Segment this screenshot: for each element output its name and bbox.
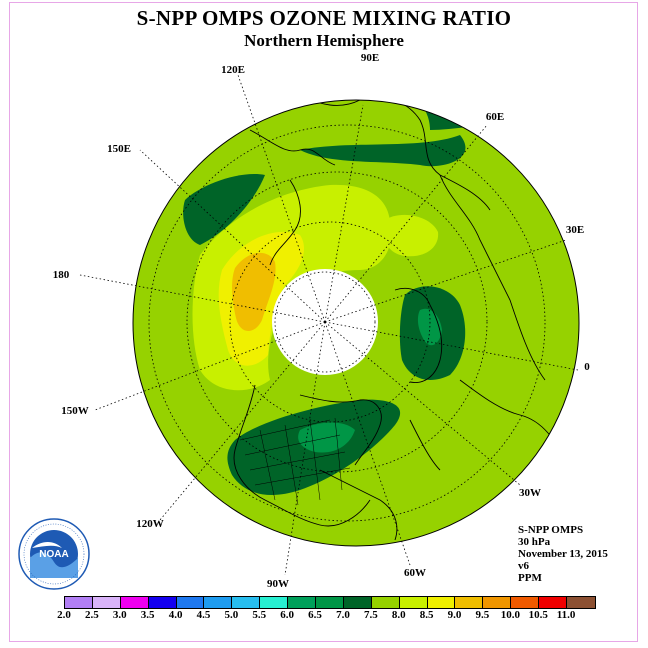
meridian-180: [79, 274, 326, 323]
logo-wave: [30, 552, 78, 578]
lon-label-90w: 90W: [267, 578, 289, 590]
lon-label-60e: 60E: [486, 111, 504, 123]
colorbar-swatch: [232, 597, 261, 608]
latitude-circle-60: [186, 171, 488, 473]
coast-namerica-west: [233, 384, 371, 527]
info-units: PPM: [518, 572, 542, 584]
lon-label-150e: 150E: [107, 143, 131, 155]
colorbar: [64, 596, 596, 609]
colorbar-label: 7.5: [363, 609, 378, 621]
figure-frame: [9, 2, 638, 642]
colorbar-swatch: [65, 597, 93, 608]
colorbar-label: 4.5: [196, 609, 211, 621]
colorbar-swatch: [92, 597, 121, 608]
colorbar-label: 6.0: [280, 609, 295, 621]
coast-asia-west: [439, 174, 546, 381]
meridian-0: [324, 321, 579, 371]
info-level: 30 hPa: [518, 536, 551, 548]
map-boundary: [132, 99, 580, 547]
border-lines-us-ns: [259, 417, 343, 506]
meridian-30e: [324, 239, 567, 323]
colorbar-label: 4.0: [168, 609, 183, 621]
noaa-logo: NOAA: [18, 518, 90, 590]
colorbar-swatch: [567, 597, 595, 608]
lon-label-0: 0: [584, 361, 590, 373]
ozone-field: [133, 100, 579, 546]
lon-label-30w: 30W: [519, 487, 541, 499]
colorbar-swatch: [204, 597, 233, 608]
latitude-circle-50: [148, 124, 546, 522]
colorbar-label: 9.0: [447, 609, 462, 621]
colorbar-label: 5.5: [252, 609, 267, 621]
colorbar-label: 7.0: [336, 609, 350, 621]
meridian-150w: [94, 321, 326, 411]
meridian-120w: [159, 321, 326, 521]
colorbar-swatch: [539, 597, 568, 608]
colorbar-swatch: [455, 597, 484, 608]
ozone-blob-7.0-pacific: [183, 174, 265, 245]
colorbar-label: 10.0: [500, 609, 520, 621]
colorbar-label: 3.5: [140, 609, 155, 621]
border-lines-us: [239, 419, 351, 486]
colorbar-label: 3.0: [112, 609, 127, 621]
ozone-blob-6.5-namerica: [298, 422, 355, 453]
meridian-90w: [284, 321, 326, 576]
colorbar-swatch: [120, 597, 149, 608]
coast-hudson: [299, 394, 382, 466]
political-borders: [239, 417, 351, 506]
ozone-region-8.0-arctic: [383, 214, 439, 257]
map-subtitle: Northern Hemisphere: [244, 31, 404, 50]
colorbar-swatch: [511, 597, 540, 608]
coast-bering: [269, 179, 301, 266]
colorbar-label: 10.5: [528, 609, 548, 621]
colorbar-swatch: [176, 597, 205, 608]
ozone-band-7.0-arc: [300, 135, 466, 167]
colorbar-swatch: [260, 597, 289, 608]
colorbar-label: 8.5: [419, 609, 434, 621]
meridian-90e: [324, 104, 364, 323]
graticule: [79, 74, 579, 576]
longitude-labels: 90E 60E 30E 0 30W 60W 90W 120W 150W 180 …: [53, 52, 591, 590]
colorbar-label: 8.0: [391, 609, 406, 621]
lon-label-150w: 150W: [61, 405, 89, 417]
colorbar-swatch: [483, 597, 512, 608]
lon-label-60w: 60W: [404, 567, 426, 579]
info-version: v6: [518, 560, 529, 572]
coast-kamchatka: [249, 129, 336, 166]
colorbar-swatch: [371, 597, 400, 608]
latitude-circle-80: [274, 271, 376, 373]
meridian-60e: [324, 124, 488, 323]
latitude-circle-70: [229, 221, 431, 423]
colorbar-swatch: [427, 597, 456, 608]
logo-bird: [32, 542, 62, 548]
logo-ring-text: [23, 523, 85, 585]
logo-text: NOAA: [39, 549, 68, 560]
lon-label-120w: 120W: [136, 518, 164, 530]
colorbar-swatch: [288, 597, 317, 608]
lon-label-120e: 120E: [221, 64, 245, 76]
info-date: November 13, 2015: [518, 548, 608, 560]
colorbar-swatch: [399, 597, 428, 608]
colorbar-labels: 2.0 2.5 3.0 3.5 4.0 4.5 5.0 5.5 6.0 6.5 7.0 7.5 8.0 8…: [57, 609, 594, 623]
colorbar-label: 9.5: [475, 609, 490, 621]
colorbar-label: 2.0: [57, 609, 71, 621]
info-instrument: S-NPP OMPS: [518, 524, 584, 536]
map-title: S-NPP OMPS OZONE MIXING RATIO: [136, 6, 512, 30]
colorbar-swatch: [148, 597, 177, 608]
meridian-60w: [324, 321, 411, 566]
colorbar-swatch: [316, 597, 344, 608]
colorbar-label: 6.5: [308, 609, 322, 621]
lon-label-30e: 30E: [566, 224, 584, 236]
coast-greenland-east: [409, 419, 441, 471]
colorbar-label: 2.5: [85, 609, 99, 621]
lon-label-90e: 90E: [361, 52, 379, 64]
lon-label-180: 180: [53, 269, 70, 281]
colorbar-swatch: [343, 597, 372, 608]
colorbar-label: 11.0: [556, 609, 576, 621]
colorbar-label: 5.0: [224, 609, 239, 621]
